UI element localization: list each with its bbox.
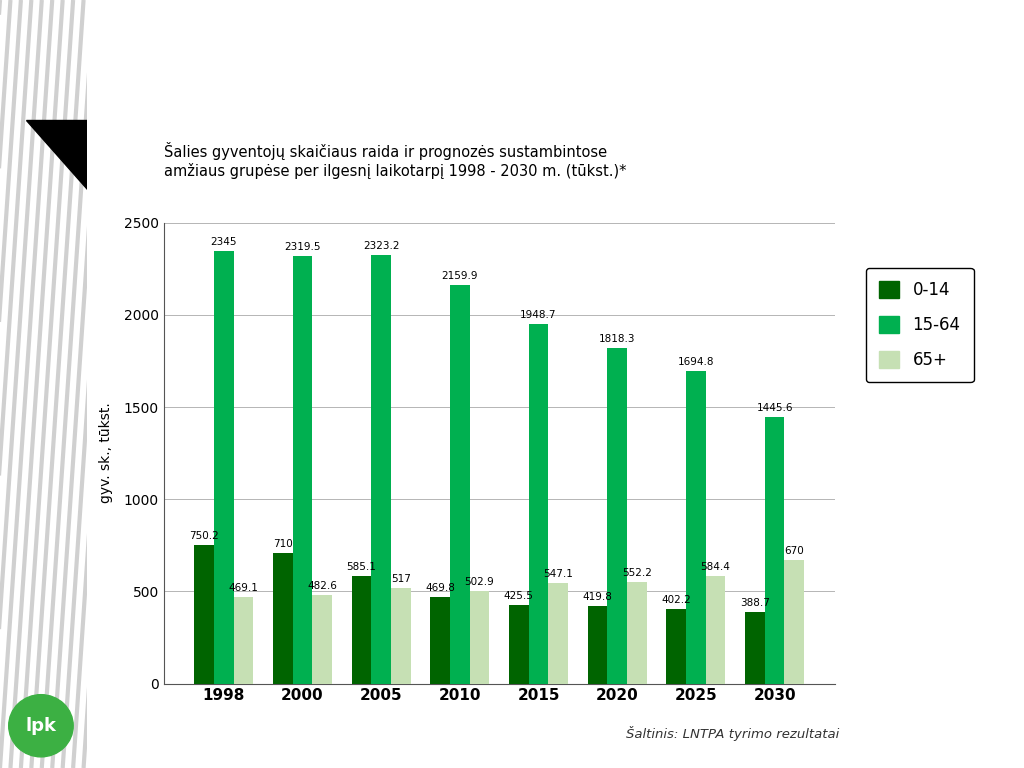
Bar bbox=[509, 605, 528, 684]
Bar bbox=[549, 583, 568, 684]
Bar bbox=[784, 560, 804, 684]
Text: Šaltinis: LNTPA tyrimo rezultatai: Šaltinis: LNTPA tyrimo rezultatai bbox=[627, 726, 840, 741]
Y-axis label: gyv. sk., tūkst.: gyv. sk., tūkst. bbox=[98, 402, 113, 504]
Bar bbox=[430, 597, 450, 684]
Polygon shape bbox=[27, 120, 87, 189]
Text: 584.4: 584.4 bbox=[700, 561, 730, 571]
Bar bbox=[312, 594, 332, 684]
Bar bbox=[667, 609, 686, 684]
Text: 1445.6: 1445.6 bbox=[757, 403, 793, 413]
Bar bbox=[470, 591, 489, 684]
Bar bbox=[528, 324, 549, 684]
Circle shape bbox=[8, 694, 74, 757]
Text: 482.6: 482.6 bbox=[307, 581, 337, 591]
Text: 670: 670 bbox=[784, 546, 804, 556]
Bar bbox=[195, 545, 214, 684]
Text: 469.8: 469.8 bbox=[425, 583, 455, 593]
Text: 1818.3: 1818.3 bbox=[599, 334, 636, 344]
Text: 585.1: 585.1 bbox=[346, 561, 377, 571]
Text: 710: 710 bbox=[273, 538, 293, 548]
Text: lpk: lpk bbox=[26, 717, 56, 735]
Bar bbox=[233, 597, 253, 684]
Text: 425.5: 425.5 bbox=[504, 591, 534, 601]
Bar bbox=[588, 606, 607, 684]
Text: 2159.9: 2159.9 bbox=[441, 271, 478, 281]
Bar bbox=[391, 588, 411, 684]
Text: Šalies gyventojų skaičiaus raida ir prognozės: Šalies gyventojų skaičiaus raida ir prog… bbox=[115, 41, 1024, 91]
Text: 2345: 2345 bbox=[211, 237, 238, 247]
Text: 1948.7: 1948.7 bbox=[520, 310, 557, 320]
Text: 388.7: 388.7 bbox=[740, 598, 770, 607]
Text: 502.9: 502.9 bbox=[465, 577, 495, 587]
Text: 2323.2: 2323.2 bbox=[362, 241, 399, 251]
Bar bbox=[351, 576, 372, 684]
Bar bbox=[627, 581, 647, 684]
Bar bbox=[372, 255, 391, 684]
Bar bbox=[450, 286, 470, 684]
Bar bbox=[706, 576, 725, 684]
Text: 469.1: 469.1 bbox=[228, 583, 258, 593]
Legend: 0-14, 15-64, 65+: 0-14, 15-64, 65+ bbox=[865, 268, 974, 382]
Bar bbox=[214, 251, 233, 684]
Text: 2319.5: 2319.5 bbox=[285, 242, 321, 252]
Bar bbox=[745, 612, 765, 684]
Text: 1694.8: 1694.8 bbox=[678, 357, 714, 367]
Text: 552.2: 552.2 bbox=[622, 568, 652, 578]
Bar bbox=[273, 553, 293, 684]
Bar bbox=[293, 256, 312, 684]
Text: 517: 517 bbox=[391, 574, 411, 584]
Text: 750.2: 750.2 bbox=[189, 531, 219, 541]
Text: 547.1: 547.1 bbox=[544, 568, 573, 578]
Text: 402.2: 402.2 bbox=[662, 595, 691, 605]
Bar bbox=[686, 371, 706, 684]
Text: 419.8: 419.8 bbox=[583, 592, 612, 602]
Text: Šalies gyventojų skaičiaus raida ir prognozės sustambintose
amžiaus grupėse per : Šalies gyventojų skaičiaus raida ir prog… bbox=[164, 142, 627, 179]
Bar bbox=[607, 349, 627, 684]
Bar bbox=[765, 417, 784, 684]
